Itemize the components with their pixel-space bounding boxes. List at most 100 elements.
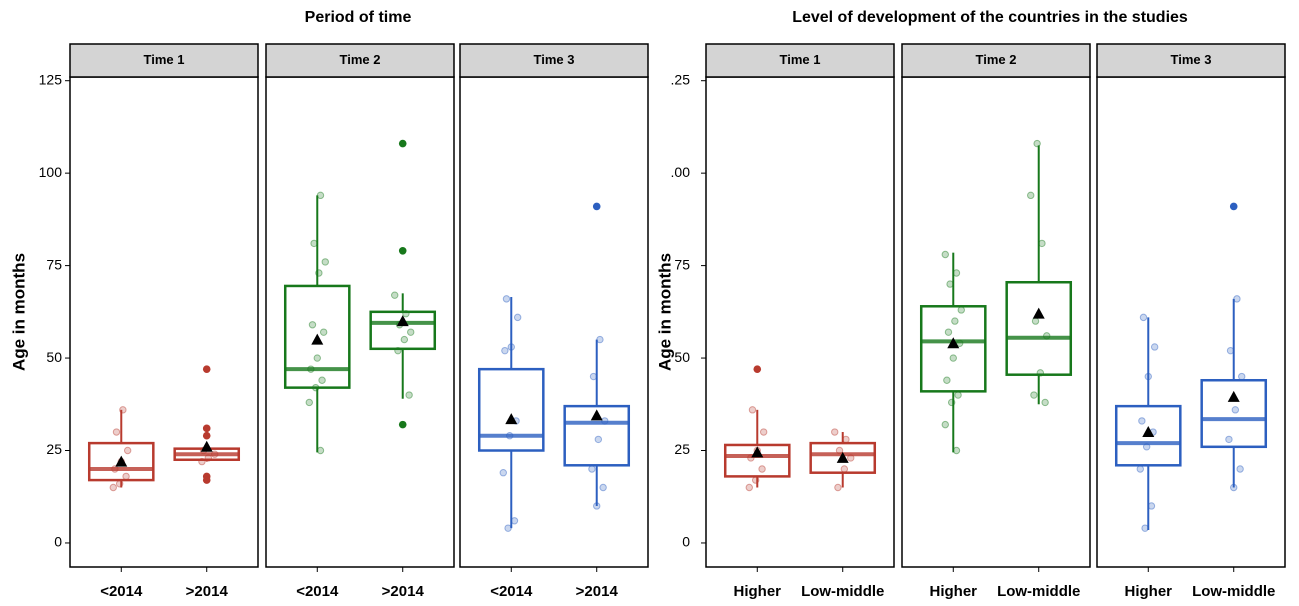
strip-label: Time 3 [1171, 52, 1212, 67]
mean-marker [200, 440, 213, 452]
outlier [202, 431, 211, 440]
strip [459, 43, 649, 78]
jitter-point [745, 483, 753, 492]
mean-marker [1032, 307, 1045, 319]
jitter-point [313, 354, 321, 362]
y-axis-label: Age in months [9, 253, 28, 371]
jitter-point [1138, 417, 1146, 425]
outlier [398, 139, 407, 148]
y-tick-label: 125 [39, 71, 63, 87]
y-tick-label: 75 [674, 256, 690, 272]
panel [901, 76, 1091, 568]
x-tick-label: Low-middle [997, 583, 1080, 600]
x-tick-label: Low-middle [1192, 583, 1275, 600]
jitter-point [501, 346, 509, 355]
y-tick-label: 50 [46, 349, 62, 365]
box [1114, 404, 1182, 467]
jitter-point [405, 391, 413, 399]
jitter-point [305, 398, 313, 407]
mean-marker [947, 337, 960, 349]
strip [69, 43, 259, 78]
jitter-point [588, 465, 596, 473]
outlier [398, 420, 407, 429]
jitter-point [499, 468, 507, 477]
x-tick-label: Low-middle [801, 583, 884, 600]
strip [705, 43, 895, 78]
y-tick-label: .00 [671, 164, 691, 180]
mean-marker [1227, 390, 1240, 402]
x-tick-label: <2014 [490, 583, 533, 600]
jitter-point [1150, 343, 1159, 351]
jitter-point [1236, 465, 1244, 473]
strip [1096, 43, 1286, 78]
x-tick-label: >2014 [576, 583, 619, 600]
jitter-point [308, 321, 317, 329]
x-tick-label: Higher [1125, 583, 1173, 600]
mean-marker [396, 315, 409, 327]
chart-title: Level of development of the countries in… [792, 9, 1188, 26]
jitter-point [748, 406, 757, 414]
box [563, 404, 631, 467]
mean-marker [1142, 426, 1155, 438]
strip-label: Time 3 [534, 52, 575, 67]
y-tick-label: 100 [39, 164, 63, 180]
jitter-point [112, 428, 121, 436]
strip-label: Time 2 [976, 52, 1017, 67]
x-tick-label: <2014 [100, 583, 143, 600]
jitter-point [1027, 191, 1035, 200]
jitter-point [122, 472, 130, 481]
strip-label: Time 1 [780, 52, 821, 67]
jitter-point [1225, 435, 1233, 444]
jitter-point [941, 420, 949, 429]
jitter-point [1231, 406, 1240, 414]
jitter-point [1030, 391, 1038, 399]
mean-marker [115, 455, 128, 467]
jitter-point [502, 295, 511, 303]
jitter-point [954, 391, 962, 399]
jitter-point [759, 428, 768, 436]
mean-marker [505, 413, 518, 425]
panel [705, 76, 895, 568]
panel [459, 76, 649, 568]
panel [69, 76, 259, 568]
jitter-point [834, 483, 842, 492]
jitter-point [1238, 372, 1246, 381]
jitter-point [1136, 465, 1144, 473]
jitter-point [831, 428, 839, 436]
y-tick-label: 25 [46, 441, 62, 457]
jitter-point [944, 328, 953, 336]
jitter-point [407, 328, 415, 336]
box [809, 441, 877, 474]
mean-marker [311, 333, 324, 345]
mean-marker [751, 446, 764, 458]
outlier [202, 424, 211, 433]
mean-marker [590, 409, 603, 421]
chart-title: Period of time [305, 9, 412, 26]
strip-label: Time 2 [340, 52, 381, 67]
box [87, 441, 155, 482]
jitter-point [513, 313, 522, 322]
box [1200, 378, 1268, 449]
y-tick-label: .25 [671, 71, 691, 87]
x-tick-label: >2014 [382, 583, 425, 600]
y-axis-label: Age in months [655, 253, 674, 371]
outlier [592, 202, 601, 211]
jitter-point [1041, 398, 1049, 407]
jitter-point [594, 435, 603, 444]
y-tick-label: 25 [674, 441, 690, 457]
y-tick-label: 75 [46, 256, 62, 272]
x-tick-label: Higher [930, 583, 978, 600]
jitter-point [1139, 313, 1148, 322]
jitter-point [318, 376, 326, 384]
box [1005, 280, 1073, 376]
mean-marker [836, 451, 849, 463]
y-tick-label: 0 [682, 534, 690, 550]
jitter-point [400, 335, 409, 344]
strip [265, 43, 455, 78]
jitter-point [943, 376, 951, 384]
x-tick-label: <2014 [296, 583, 339, 600]
strip [901, 43, 1091, 78]
outlier [202, 365, 211, 373]
jitter-point [758, 465, 766, 473]
